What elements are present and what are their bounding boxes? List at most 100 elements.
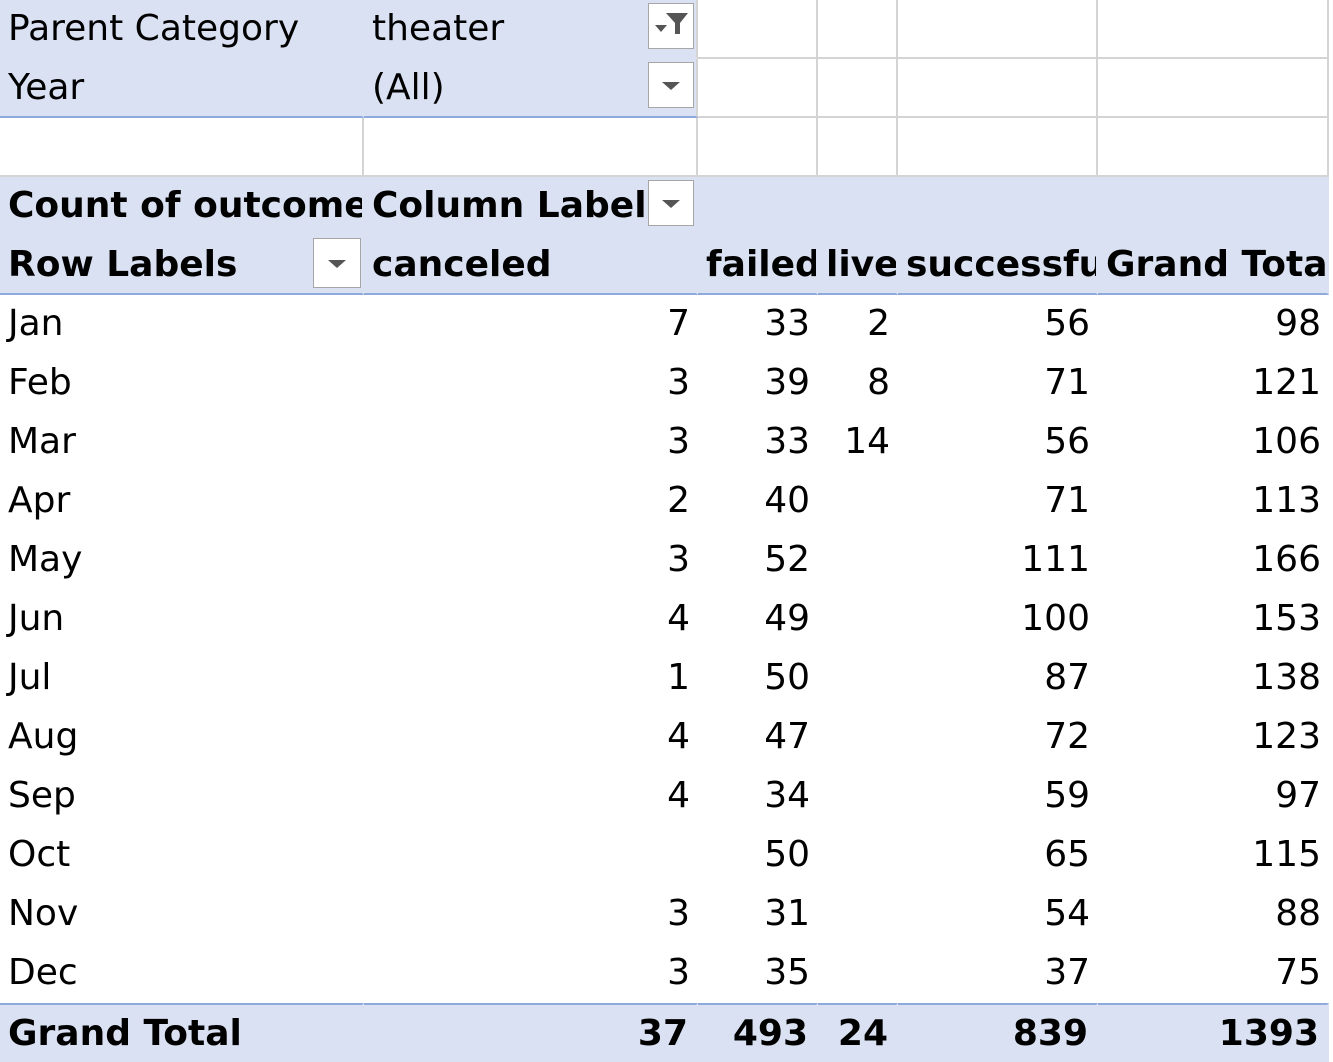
empty-cell[interactable] [898, 118, 1098, 177]
value-cell[interactable]: 56 [898, 413, 1098, 472]
column-header-successful[interactable]: successful [898, 236, 1098, 295]
value-cell[interactable]: 98 [1098, 295, 1329, 354]
chevron-down-icon[interactable] [648, 180, 694, 226]
row-label[interactable]: Feb [0, 354, 364, 413]
empty-cell[interactable] [698, 118, 818, 177]
value-cell[interactable] [818, 649, 898, 708]
value-cell[interactable]: 14 [818, 413, 898, 472]
value-cell[interactable]: 87 [898, 649, 1098, 708]
value-cell[interactable] [818, 944, 898, 1003]
value-cell[interactable] [818, 472, 898, 531]
value-cell[interactable] [818, 885, 898, 944]
value-cell[interactable]: 106 [1098, 413, 1329, 472]
grand-total-value[interactable]: 1393 [1098, 1003, 1329, 1062]
empty-cell[interactable] [698, 59, 818, 118]
row-label[interactable]: Nov [0, 885, 364, 944]
value-cell[interactable] [364, 826, 698, 885]
empty-cell[interactable] [1098, 0, 1329, 59]
chevron-down-icon[interactable] [648, 62, 694, 108]
row-label[interactable]: Jan [0, 295, 364, 354]
grand-total-value[interactable]: 839 [898, 1003, 1098, 1062]
empty-cell[interactable] [698, 0, 818, 59]
value-cell[interactable] [818, 826, 898, 885]
empty-cell[interactable] [818, 59, 898, 118]
column-header-grand-total[interactable]: Grand Total [1098, 236, 1329, 295]
empty-cell[interactable] [1098, 59, 1329, 118]
row-label[interactable]: Oct [0, 826, 364, 885]
row-label[interactable]: Jun [0, 590, 364, 649]
value-cell[interactable]: 31 [698, 885, 818, 944]
value-cell[interactable]: 153 [1098, 590, 1329, 649]
value-cell[interactable] [818, 708, 898, 767]
filter-value-parent-category[interactable]: theater [364, 0, 698, 59]
value-cell[interactable]: 7 [364, 295, 698, 354]
value-cell[interactable]: 3 [364, 885, 698, 944]
value-cell[interactable]: 59 [898, 767, 1098, 826]
empty-cell[interactable] [898, 0, 1098, 59]
value-cell[interactable]: 111 [898, 531, 1098, 590]
value-cell[interactable]: 123 [1098, 708, 1329, 767]
value-cell[interactable]: 3 [364, 354, 698, 413]
empty-cell[interactable] [364, 118, 698, 177]
value-cell[interactable] [818, 767, 898, 826]
grand-total-value[interactable]: 493 [698, 1003, 818, 1062]
value-cell[interactable]: 138 [1098, 649, 1329, 708]
chevron-down-icon[interactable] [313, 238, 361, 288]
row-label[interactable]: Aug [0, 708, 364, 767]
value-cell[interactable]: 4 [364, 708, 698, 767]
value-cell[interactable]: 1 [364, 649, 698, 708]
value-cell[interactable]: 33 [698, 413, 818, 472]
empty-cell[interactable] [818, 0, 898, 59]
value-cell[interactable]: 50 [698, 826, 818, 885]
value-cell[interactable]: 4 [364, 590, 698, 649]
value-cell[interactable]: 50 [698, 649, 818, 708]
value-cell[interactable]: 40 [698, 472, 818, 531]
value-cell[interactable]: 3 [364, 944, 698, 1003]
value-cell[interactable]: 115 [1098, 826, 1329, 885]
column-header-canceled[interactable]: canceled [364, 236, 698, 295]
value-cell[interactable]: 71 [898, 354, 1098, 413]
value-cell[interactable]: 8 [818, 354, 898, 413]
value-cell[interactable]: 166 [1098, 531, 1329, 590]
empty-cell[interactable] [1098, 118, 1329, 177]
row-label[interactable]: May [0, 531, 364, 590]
row-labels-header[interactable]: Row Labels [0, 236, 364, 295]
column-labels-header[interactable]: Column Labels [364, 177, 698, 236]
value-cell[interactable]: 37 [898, 944, 1098, 1003]
grand-total-label[interactable]: Grand Total [0, 1003, 364, 1062]
row-label[interactable]: Mar [0, 413, 364, 472]
column-header-failed[interactable]: failed [698, 236, 818, 295]
value-cell[interactable]: 54 [898, 885, 1098, 944]
value-cell[interactable]: 3 [364, 413, 698, 472]
row-label[interactable]: Apr [0, 472, 364, 531]
filter-value-year[interactable]: (All) [364, 59, 698, 118]
value-cell[interactable]: 3 [364, 531, 698, 590]
value-cell[interactable]: 34 [698, 767, 818, 826]
column-header-live[interactable]: live [818, 236, 898, 295]
value-cell[interactable]: 2 [818, 295, 898, 354]
value-cell[interactable] [818, 590, 898, 649]
value-cell[interactable]: 97 [1098, 767, 1329, 826]
value-cell[interactable]: 56 [898, 295, 1098, 354]
empty-cell[interactable] [818, 118, 898, 177]
value-cell[interactable]: 88 [1098, 885, 1329, 944]
value-cell[interactable]: 113 [1098, 472, 1329, 531]
value-cell[interactable]: 39 [698, 354, 818, 413]
value-cell[interactable]: 75 [1098, 944, 1329, 1003]
value-cell[interactable]: 65 [898, 826, 1098, 885]
grand-total-value[interactable]: 37 [364, 1003, 698, 1062]
value-cell[interactable]: 49 [698, 590, 818, 649]
value-cell[interactable]: 52 [698, 531, 818, 590]
value-cell[interactable]: 72 [898, 708, 1098, 767]
row-label[interactable]: Sep [0, 767, 364, 826]
value-cell[interactable]: 47 [698, 708, 818, 767]
value-cell[interactable]: 100 [898, 590, 1098, 649]
value-cell[interactable]: 2 [364, 472, 698, 531]
row-label[interactable]: Dec [0, 944, 364, 1003]
empty-cell[interactable] [898, 59, 1098, 118]
value-cell[interactable]: 71 [898, 472, 1098, 531]
value-cell[interactable] [818, 531, 898, 590]
grand-total-value[interactable]: 24 [818, 1003, 898, 1062]
empty-cell[interactable] [0, 118, 364, 177]
value-cell[interactable]: 33 [698, 295, 818, 354]
